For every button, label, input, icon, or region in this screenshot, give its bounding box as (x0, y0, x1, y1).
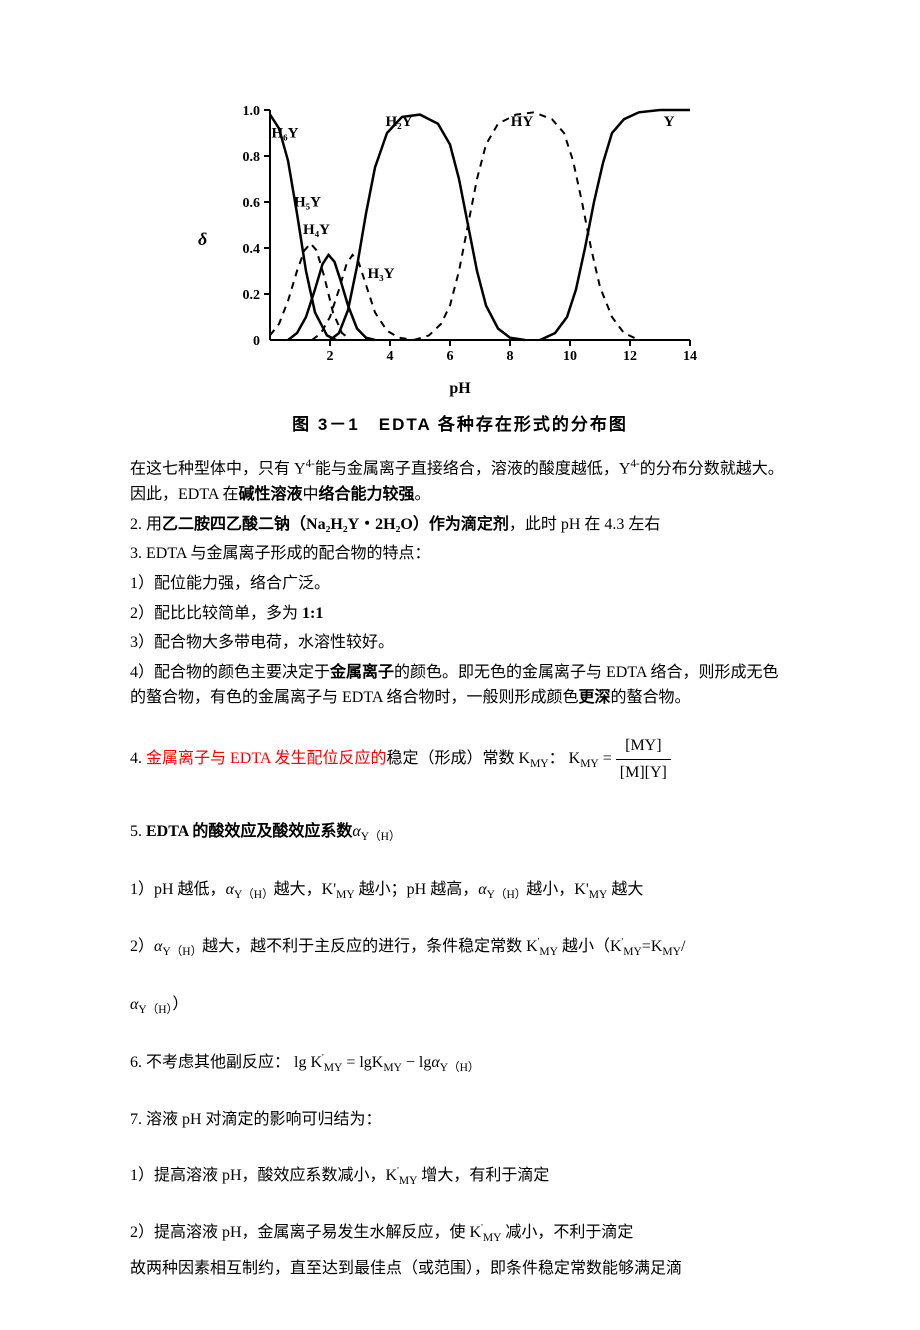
sup-4: 4- (630, 458, 639, 470)
svg-text:Y: Y (664, 114, 675, 130)
text: 在这七种型体中，只有 Y (130, 461, 306, 478)
item-7-3: 故两种因素相互制约，直至达到最佳点（或范围），即条件稳定常数能够满足滴 (130, 1256, 790, 1282)
item-4: 4. 金属离子与 EDTA 发生配位反应的稳定（形成）常数 KMY： KMY =… (130, 733, 790, 785)
item-7: 7. 溶液 pH 对滴定的影响可归结为： (130, 1107, 790, 1133)
text: = (599, 750, 616, 767)
svg-text:12: 12 (623, 349, 637, 364)
item-7-1: 1）提高溶液 pH，酸效应系数减小，K'MY 增大，有利于滴定 (130, 1163, 790, 1191)
paragraph-1: 在这七种型体中，只有 Y4-能与金属离子直接络合，溶液的酸度越低，Y4-的分布分… (130, 456, 790, 508)
text: 2）配比比较简单，多为 (130, 605, 302, 622)
item-5-head: 5. EDTA 的酸效应及酸效应系数αY（H） (130, 819, 790, 847)
edta-chart: δ 0.20.40.60.81.002468101214H₆YH₅YH₄YH₃Y… (220, 100, 700, 401)
section-5: 5. EDTA 的酸效应及酸效应系数αY（H） 1）pH 越低，αY（H）越大，… (130, 819, 790, 1281)
item-3-2: 2）配比比较简单，多为 1:1 (130, 601, 790, 627)
bold-text: 金属离子 (330, 664, 394, 681)
svg-text:2: 2 (327, 349, 334, 364)
item-3-1: 1）配位能力强，络合广泛。 (130, 571, 790, 597)
item-7-2: 2）提高溶液 pH，金属离子易发生水解反应，使 K'MY 减小，不利于滴定 (130, 1220, 790, 1248)
document-page: δ 0.2 0.4 0.6 0.8 1.0 0 2 4 6 8 10 12 14 H₆Y H₅Y H₄Y H₃Y… (0, 0, 920, 1330)
sub: MY (530, 758, 549, 770)
item-6: 6. 不考虑其他副反应： lg K'MY = lgKMY − lgαY（H） (130, 1050, 790, 1078)
svg-text:6: 6 (447, 349, 454, 364)
svg-text:HY: HY (511, 114, 534, 130)
bold-text: 1:1 (302, 605, 323, 622)
text: 2. 用 (130, 516, 162, 533)
bold-text: 络合能力较强 (319, 486, 415, 503)
item-5-2: 2）αY（H）越大，越不利于主反应的进行，条件稳定常数 K'MY 越小（K'MY… (130, 934, 790, 962)
y-axis-label: δ (198, 225, 207, 254)
svg-text:0.2: 0.2 (243, 288, 261, 303)
text: 中 (303, 486, 319, 503)
bold-text: 更深 (579, 689, 611, 706)
svg-text:H₂Y: H₂Y (386, 114, 413, 130)
sup-4: 4- (306, 458, 315, 470)
svg-text:H₆Y: H₆Y (272, 126, 299, 142)
text: 4. (130, 750, 146, 767)
svg-text:8: 8 (507, 349, 514, 364)
text: 的螯合物。 (611, 689, 691, 706)
chart-svg: 0.2 0.4 0.6 0.8 1.0 0 2 4 6 8 10 12 14 H₆Y H₅Y H₄Y H₃Y H₂… (220, 100, 700, 365)
red-text: 金属离子与 EDTA 发生配位反应的 (146, 750, 387, 767)
numerator: [MY] (616, 733, 671, 760)
bold-text: 乙二胺四乙酸二钠（Na₂H₂Y・2H₂O）作为滴定剂 (162, 516, 509, 533)
svg-text:4: 4 (387, 349, 394, 364)
x-axis-label: pH (220, 376, 700, 402)
text: 能与金属离子直接络合，溶液的酸度越低，Y (315, 461, 631, 478)
svg-text:0: 0 (253, 334, 260, 349)
bold-text: EDTA 的酸效应及酸效应系数 (146, 823, 352, 840)
chart-caption: 图 3－1 EDTA 各种存在形式的分布图 (130, 411, 790, 438)
svg-text:H₄Y: H₄Y (303, 222, 330, 238)
item-2: 2. 用乙二胺四乙酸二钠（Na₂H₂Y・2H₂O）作为滴定剂，此时 pH 在 4… (130, 512, 790, 538)
item-3-3: 3）配合物大多带电荷，水溶性较好。 (130, 630, 790, 656)
fraction: [MY][M][Y] (616, 733, 671, 785)
bold-text: 碱性溶液 (239, 486, 303, 503)
text: 稳定（形成）常数 K (387, 750, 531, 767)
svg-text:0.6: 0.6 (243, 196, 261, 211)
text: 。 (415, 486, 431, 503)
text: ： K (549, 750, 581, 767)
item-5-2b: αY（H）） (130, 992, 790, 1020)
denominator: [M][Y] (616, 760, 671, 786)
alpha: α (352, 823, 360, 840)
item-5-1: 1）pH 越低，αY（H）越大，K'MY 越小；pH 越高，αY（H）越小，K'… (130, 877, 790, 905)
text: ，此时 pH 在 4.3 左右 (509, 516, 661, 533)
text: 5. (130, 823, 146, 840)
svg-text:H₅Y: H₅Y (294, 195, 321, 211)
svg-text:H₃Y: H₃Y (368, 266, 395, 282)
text: 4）配合物的颜色主要决定于 (130, 664, 330, 681)
item-3: 3. EDTA 与金属离子形成的配合物的特点： (130, 541, 790, 567)
svg-text:10: 10 (563, 349, 577, 364)
sub: MY (580, 758, 599, 770)
svg-text:0.4: 0.4 (243, 242, 261, 257)
sub: Y（H） (361, 831, 401, 843)
svg-text:1.0: 1.0 (243, 104, 261, 119)
svg-text:14: 14 (683, 349, 697, 364)
item-3-4: 4）配合物的颜色主要决定于金属离子的颜色。即无色的金属离子与 EDTA 络合，则… (130, 660, 790, 711)
svg-text:0.8: 0.8 (243, 150, 261, 165)
